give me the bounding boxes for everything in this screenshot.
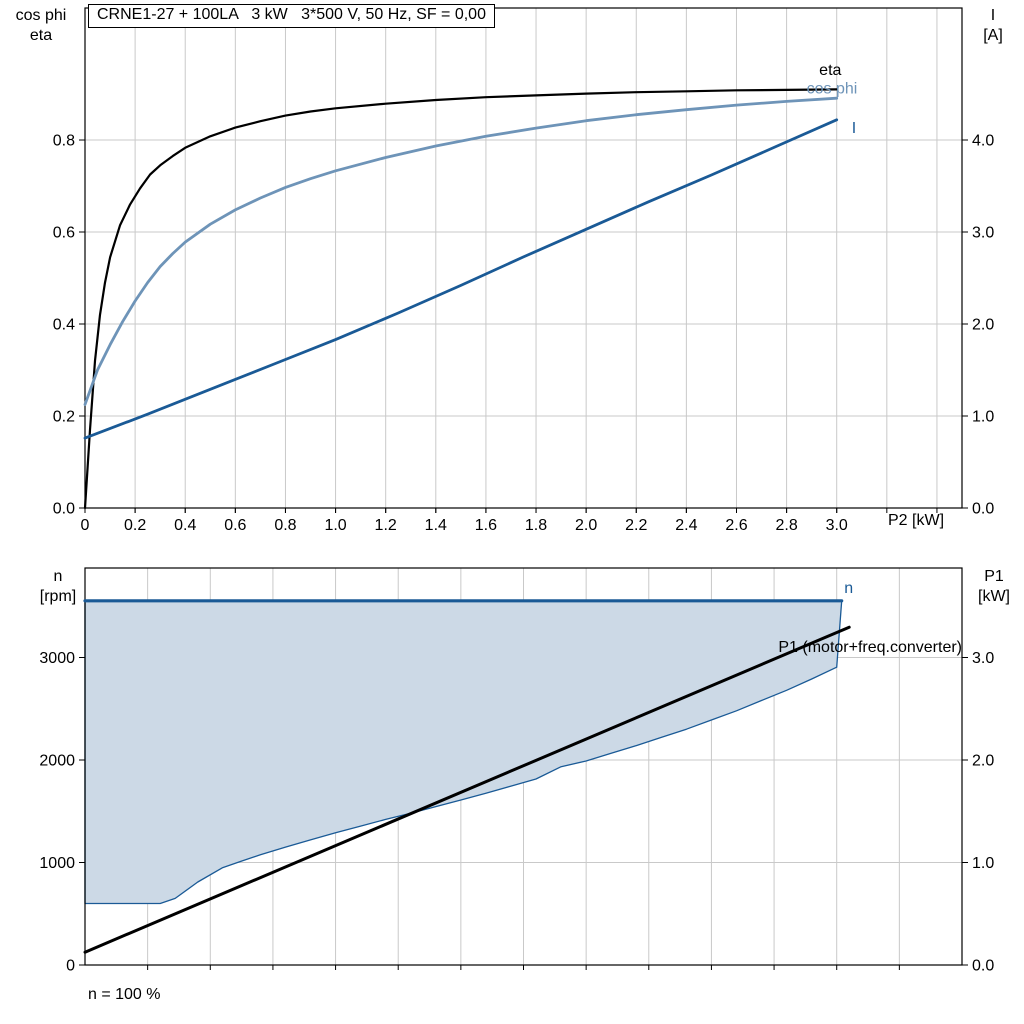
chart-title: CRNE1-27 + 100LA 3 kW 3*500 V, 50 Hz, SF… <box>88 4 495 28</box>
svg-text:I: I <box>852 120 856 137</box>
svg-text:n: n <box>844 580 853 597</box>
svg-text:0.0: 0.0 <box>972 958 994 975</box>
svg-text:1.0: 1.0 <box>972 409 994 426</box>
svg-text:1000: 1000 <box>39 855 75 872</box>
svg-text:0: 0 <box>81 517 90 534</box>
svg-text:0.0: 0.0 <box>53 501 75 518</box>
bottom-left-axis-title: n [rpm] <box>28 567 88 607</box>
svg-text:0.4: 0.4 <box>174 517 196 534</box>
power-axis-label: P1 <box>984 568 1004 585</box>
svg-text:4.0: 4.0 <box>972 133 994 150</box>
svg-text:3.0: 3.0 <box>972 650 994 667</box>
svg-text:2.2: 2.2 <box>625 517 647 534</box>
current-axis-label: I <box>990 7 996 24</box>
svg-text:1.0: 1.0 <box>972 855 994 872</box>
svg-text:0.2: 0.2 <box>124 517 146 534</box>
svg-text:1.2: 1.2 <box>375 517 397 534</box>
svg-text:2.0: 2.0 <box>575 517 597 534</box>
svg-text:0.4: 0.4 <box>53 317 75 334</box>
power-unit-label: [kW] <box>978 588 1010 605</box>
svg-text:3.0: 3.0 <box>826 517 848 534</box>
svg-text:2.8: 2.8 <box>775 517 797 534</box>
svg-text:0: 0 <box>66 958 75 975</box>
svg-text:2.0: 2.0 <box>972 752 994 769</box>
svg-text:2.6: 2.6 <box>725 517 747 534</box>
top-left-axis-title: cos phi eta <box>6 6 76 46</box>
bottom-right-axis-title: P1 [kW] <box>968 567 1020 607</box>
svg-text:1.8: 1.8 <box>525 517 547 534</box>
top-right-axis-title: I [A] <box>968 6 1018 46</box>
svg-text:1.0: 1.0 <box>324 517 346 534</box>
current-unit-label: [A] <box>983 27 1003 44</box>
x-axis-label: P2 [kW] <box>888 512 945 529</box>
speed-axis-label: n <box>53 568 63 585</box>
svg-text:1.4: 1.4 <box>425 517 447 534</box>
svg-text:cos phi: cos phi <box>807 80 858 97</box>
svg-text:3000: 3000 <box>39 650 75 667</box>
svg-text:3.0: 3.0 <box>972 225 994 242</box>
svg-text:eta: eta <box>819 62 841 79</box>
svg-text:0.6: 0.6 <box>53 225 75 242</box>
svg-text:0.0: 0.0 <box>972 501 994 518</box>
svg-text:0.6: 0.6 <box>224 517 246 534</box>
svg-text:0.2: 0.2 <box>53 409 75 426</box>
svg-text:1.6: 1.6 <box>475 517 497 534</box>
svg-text:2000: 2000 <box>39 752 75 769</box>
speed-unit-label: [rpm] <box>39 588 77 605</box>
svg-text:2.4: 2.4 <box>675 517 697 534</box>
cos-phi-axis-label: cos phi <box>15 7 67 24</box>
svg-text:2.0: 2.0 <box>972 317 994 334</box>
eta-axis-label: eta <box>29 27 53 44</box>
svg-text:P1 (motor+freq.converter): P1 (motor+freq.converter) <box>778 639 962 656</box>
speed-footnote: n = 100 % <box>88 986 161 1003</box>
svg-text:0.8: 0.8 <box>53 133 75 150</box>
svg-text:0.8: 0.8 <box>274 517 296 534</box>
